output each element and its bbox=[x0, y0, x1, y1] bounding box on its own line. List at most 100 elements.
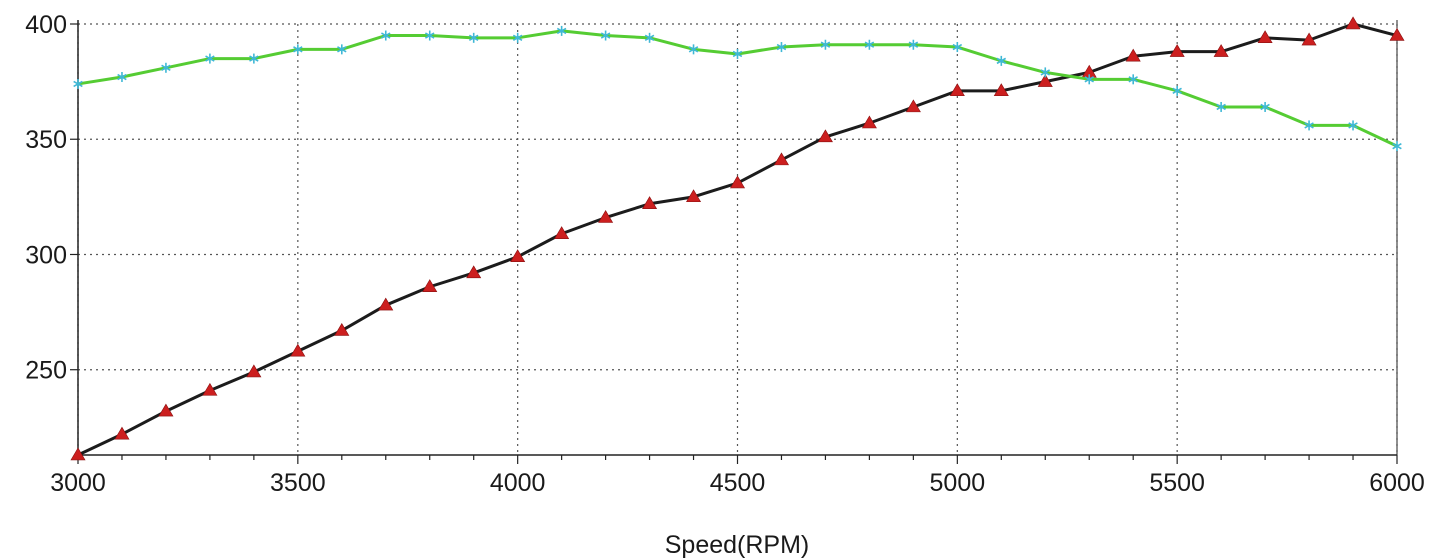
data-point bbox=[1172, 85, 1182, 96]
data-point bbox=[1345, 16, 1361, 30]
data-point bbox=[729, 175, 746, 189]
data-point bbox=[1216, 101, 1226, 112]
data-point bbox=[1304, 120, 1314, 131]
star-stroke bbox=[1348, 122, 1358, 129]
data-point bbox=[510, 249, 526, 262]
x-tick-label: 3500 bbox=[270, 469, 326, 497]
data-point bbox=[1213, 44, 1229, 57]
data-point bbox=[1301, 32, 1317, 46]
data-point bbox=[949, 83, 965, 97]
data-point bbox=[337, 44, 347, 55]
data-point bbox=[293, 44, 303, 55]
data-point bbox=[381, 30, 391, 41]
star-stroke bbox=[864, 41, 875, 48]
star-stroke bbox=[381, 32, 391, 39]
y-tick-label: 300 bbox=[25, 241, 67, 269]
y-tick-label: 350 bbox=[25, 126, 67, 154]
star-stroke bbox=[820, 41, 831, 48]
data-point bbox=[688, 44, 699, 55]
data-point bbox=[70, 447, 86, 461]
data-point bbox=[600, 30, 611, 41]
x-tick-label: 4500 bbox=[710, 469, 766, 497]
star-stroke bbox=[1304, 122, 1314, 129]
data-point bbox=[861, 115, 877, 129]
data-point bbox=[378, 297, 394, 311]
data-point bbox=[158, 403, 174, 417]
star-stroke bbox=[424, 32, 435, 39]
star-stroke bbox=[1216, 103, 1226, 111]
data-point bbox=[952, 42, 963, 53]
y-tick-label: 250 bbox=[25, 357, 67, 385]
data-point bbox=[1128, 74, 1138, 85]
star-stroke bbox=[161, 64, 171, 71]
data-point bbox=[732, 48, 743, 59]
data-point bbox=[1389, 27, 1405, 41]
data-point bbox=[117, 72, 127, 83]
data-point bbox=[161, 62, 171, 73]
data-point bbox=[422, 279, 438, 292]
x-axis-title: Speed(RPM) bbox=[665, 531, 810, 559]
x-tick-label: 5000 bbox=[930, 469, 986, 497]
star-stroke bbox=[644, 34, 655, 42]
star-stroke bbox=[337, 46, 347, 53]
data-point bbox=[424, 30, 435, 41]
data-point bbox=[290, 343, 306, 357]
star-stroke bbox=[1128, 76, 1138, 83]
star-stroke bbox=[117, 73, 127, 81]
data-point bbox=[598, 210, 614, 223]
tick-labels: 3000 3500 4000 4500 5000 5500 6000 250 300 350 400 bbox=[25, 11, 1425, 497]
star-stroke bbox=[1084, 76, 1094, 83]
data-point bbox=[73, 78, 83, 89]
star-stroke bbox=[249, 55, 259, 62]
star-stroke bbox=[73, 80, 83, 88]
x-tick-label: 3000 bbox=[50, 469, 106, 497]
star-stroke bbox=[1040, 69, 1051, 76]
data-point bbox=[993, 83, 1009, 97]
data-point bbox=[556, 25, 567, 36]
x-tick-label: 5500 bbox=[1149, 469, 1205, 497]
data-point bbox=[686, 189, 702, 203]
star-stroke bbox=[205, 55, 215, 62]
data-point bbox=[468, 32, 479, 43]
y-tick-label: 400 bbox=[25, 11, 67, 39]
star-stroke bbox=[1392, 142, 1402, 150]
data-point bbox=[1348, 120, 1358, 131]
data-point bbox=[249, 53, 259, 64]
data-point bbox=[773, 152, 789, 166]
data-point bbox=[642, 196, 658, 209]
data-point bbox=[202, 382, 218, 396]
data-point bbox=[466, 265, 482, 279]
x-tick-label: 4000 bbox=[490, 469, 546, 497]
star-stroke bbox=[776, 43, 787, 51]
series bbox=[70, 16, 1405, 461]
data-point bbox=[644, 32, 655, 43]
star-stroke bbox=[600, 32, 611, 39]
data-point bbox=[246, 364, 262, 378]
data-point bbox=[1169, 44, 1185, 57]
axes bbox=[70, 20, 1398, 464]
data-point bbox=[905, 99, 921, 113]
data-point bbox=[776, 42, 787, 53]
star-stroke bbox=[1260, 103, 1270, 111]
data-point bbox=[1260, 101, 1270, 112]
star-stroke bbox=[688, 46, 699, 53]
series-1 bbox=[70, 16, 1405, 461]
series-2 bbox=[73, 25, 1402, 152]
data-point bbox=[1040, 67, 1051, 78]
data-point bbox=[1125, 48, 1141, 62]
star-stroke bbox=[293, 46, 303, 53]
data-point bbox=[512, 32, 523, 43]
data-point bbox=[1257, 30, 1273, 44]
data-point bbox=[114, 426, 130, 440]
data-point bbox=[817, 129, 833, 143]
star-stroke bbox=[908, 41, 919, 48]
x-tick-label: 6000 bbox=[1369, 469, 1425, 497]
data-point bbox=[908, 39, 919, 50]
data-point bbox=[1392, 141, 1402, 152]
data-point bbox=[1037, 74, 1053, 87]
star-stroke bbox=[468, 34, 479, 42]
data-point bbox=[334, 322, 350, 336]
grid bbox=[77, 23, 1398, 455]
